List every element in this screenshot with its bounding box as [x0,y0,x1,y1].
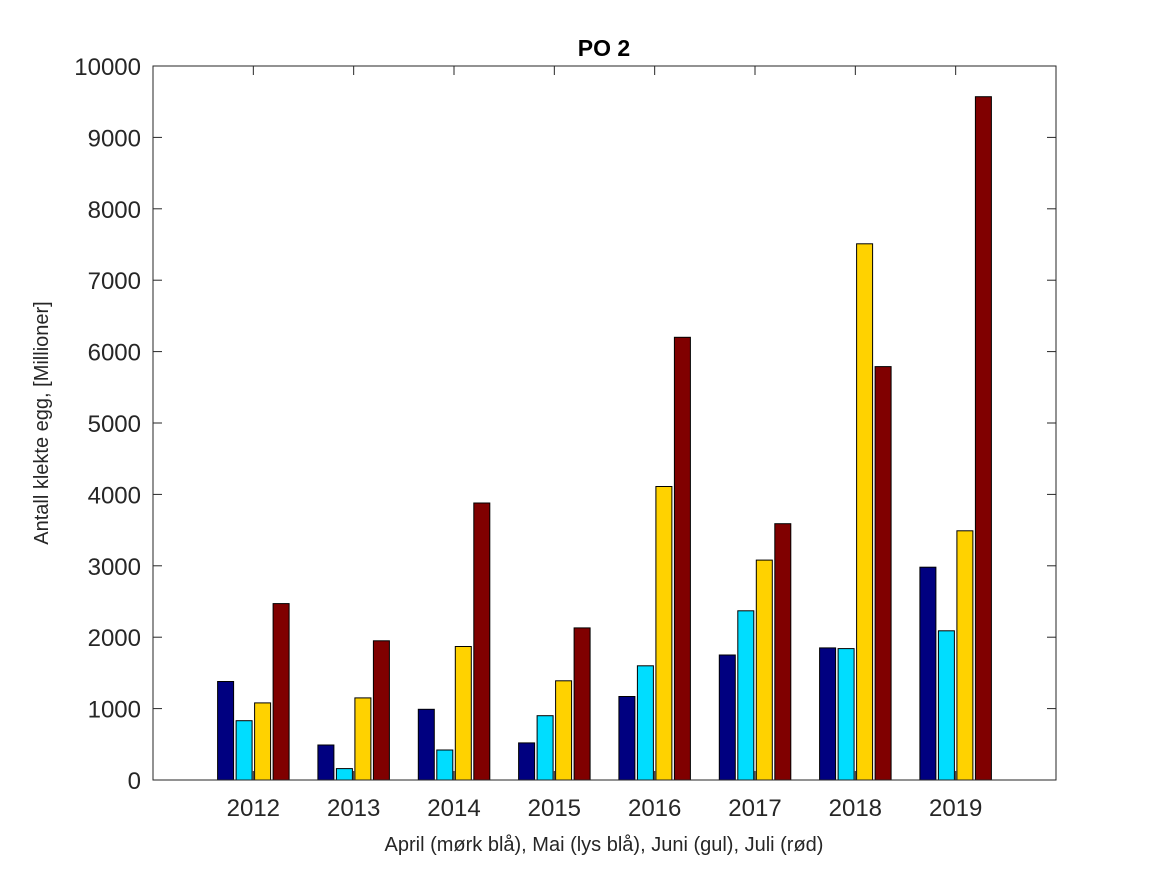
bar-2015-series-1 [518,742,536,781]
bar-2012-series-3 [254,702,272,781]
bar-2012-series-1 [217,681,235,781]
bar-2017-series-3 [755,559,773,781]
y-tick-label: 8000 [88,197,141,224]
y-axis: 0 1000 2000 3000 4000 5000 6000 7000 8000 9000 100… [74,54,1056,795]
bar-2014-series-2 [436,749,454,781]
bar-2013-series-2 [335,768,353,781]
bar-2019-series-4 [974,96,992,781]
bar-2016-series-1 [618,696,636,781]
bar-2017-series-4 [774,523,792,781]
bar-2016-series-4 [673,336,691,781]
y-tick-label: 2000 [88,625,141,652]
x-tick-label: 2014 [427,795,480,822]
bar-2018-series-3 [856,243,874,781]
x-axis-label: April (mørk blå), Mai (lys blå), Juni (g… [385,834,824,856]
x-tick-label: 2017 [728,795,781,822]
plot-area [153,66,1056,780]
bar-2019-series-3 [956,530,974,781]
bar-2016-series-2 [636,665,654,781]
bar-2013-series-3 [354,697,372,781]
bar-2015-series-3 [555,680,573,781]
y-tick-label: 3000 [88,554,141,581]
plot-frame [152,65,1057,781]
y-tick-label: 5000 [88,411,141,438]
chart-title: PO 2 [578,35,630,61]
bar-2016-series-3 [655,486,673,781]
bar-2019-series-2 [937,630,955,781]
y-axis-label: Antall klekte egg, [Millioner] [31,301,53,544]
y-tick-label: 7000 [88,268,141,295]
y-tick-label: 6000 [88,340,141,367]
x-tick-label: 2012 [227,795,280,822]
bar-2013-series-4 [372,640,390,781]
x-tick-label: 2013 [327,795,380,822]
y-tick-label: 0 [128,768,141,795]
bar-series [217,96,992,781]
bar-2014-series-1 [417,708,435,781]
x-tick-label: 2015 [528,795,581,822]
y-tick-label: 1000 [88,697,141,724]
bar-2014-series-4 [473,502,491,781]
bar-2014-series-3 [454,646,472,781]
bar-2015-series-4 [573,627,591,781]
x-axis: 2012 2013 2014 2015 2016 2017 2018 2019 [227,66,982,822]
y-tick-label: 4000 [88,482,141,509]
bar-2017-series-2 [737,610,755,781]
bar-2012-series-4 [272,603,290,781]
bar-2015-series-2 [536,715,554,781]
y-tick-label: 9000 [88,125,141,152]
bar-2013-series-1 [317,744,335,781]
bar-2012-series-2 [235,720,253,781]
bar-2019-series-1 [919,566,937,781]
bar-2018-series-2 [837,648,855,781]
x-tick-label: 2018 [829,795,882,822]
y-tick-label: 10000 [74,54,141,81]
bar-2018-series-4 [874,366,892,781]
x-tick-label: 2019 [929,795,982,822]
x-tick-label: 2016 [628,795,681,822]
bar-2018-series-1 [819,647,837,781]
bar-2017-series-1 [718,654,736,781]
